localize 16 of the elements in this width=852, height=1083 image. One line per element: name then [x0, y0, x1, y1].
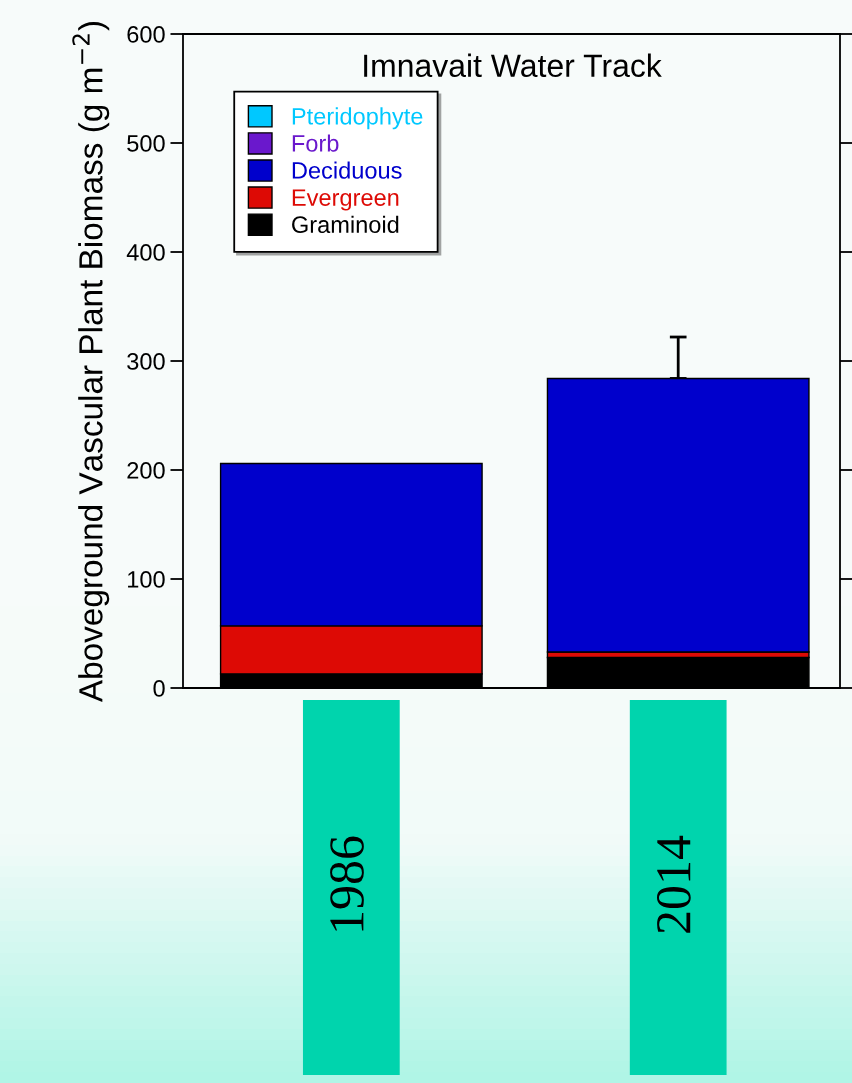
y-tick-label: 0	[153, 680, 165, 697]
legend-label: Deciduous	[292, 161, 402, 179]
y-tick-label: 400	[126, 244, 165, 261]
legend-label: Pteridophyte	[292, 107, 423, 130]
x-tick-label: 1986	[330, 836, 364, 931]
legend-label: Forb	[292, 134, 339, 152]
y-tick-label: 500	[127, 135, 165, 152]
y-tick-label: 100	[128, 571, 165, 588]
legend-label: Evergreen	[292, 189, 399, 211]
x-tick-label: 2014	[656, 835, 691, 933]
legend-label: Graminoid	[292, 215, 399, 234]
y-tick-label: 300	[127, 353, 165, 370]
y-tick-label: 200	[127, 462, 165, 479]
y-tick-label: 600	[127, 26, 165, 43]
chart-title: Imnavait Water Track	[364, 53, 662, 78]
y-axis-title: Aboveground Vascular Plant Biomass (g m$^{−2}$)	[72, 22, 110, 703]
